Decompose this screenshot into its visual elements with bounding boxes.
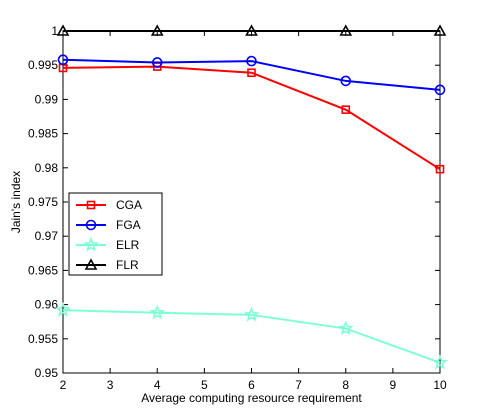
data-point-cga <box>435 164 445 174</box>
x-axis-label: Average computing resource requirement <box>141 391 362 405</box>
legend: CGA FGA ELR FLR <box>68 192 163 276</box>
data-point-fga <box>246 55 257 67</box>
x-tick-label: 10 <box>433 378 447 392</box>
data-point-elr <box>432 354 448 370</box>
data-point-elr <box>337 320 354 336</box>
y-tick-label: 0.975 <box>28 195 58 209</box>
y-tick-label: 0.955 <box>28 332 58 346</box>
data-point-cga <box>247 68 256 78</box>
legend-marker <box>84 258 98 270</box>
series-line-fga <box>62 58 441 91</box>
y-tick-label: 0.96 <box>35 298 59 312</box>
x-tick-label: 7 <box>295 378 302 392</box>
legend-label: FLR <box>116 258 139 272</box>
series-elr <box>55 301 448 370</box>
data-point-flr <box>339 24 353 36</box>
legend-label: CGA <box>116 198 142 212</box>
series-line-cga <box>62 65 441 171</box>
series-fga <box>57 54 446 96</box>
data-point-cga <box>341 105 351 114</box>
x-tick-label: 5 <box>201 378 208 392</box>
y-tick-label: 0.98 <box>35 161 59 175</box>
series-cga <box>58 62 445 174</box>
data-point-fga <box>151 57 163 68</box>
x-tick-label: 4 <box>154 378 161 392</box>
legend-label: FGA <box>116 218 141 232</box>
data-point-fga <box>57 54 69 66</box>
data-point-fga <box>434 84 446 96</box>
y-tick-label: 1 <box>51 24 58 38</box>
legend-item-fga: FGA <box>76 218 141 232</box>
x-tick-label: 9 <box>390 378 397 392</box>
data-point-elr <box>243 306 260 322</box>
series-layer <box>55 24 448 370</box>
data-point-flr <box>56 24 70 36</box>
x-tick-label: 3 <box>107 378 114 392</box>
x-tick-label: 8 <box>342 378 349 392</box>
legend-marker <box>83 236 99 252</box>
legend-label: ELR <box>116 238 140 252</box>
legend-item-cga: CGA <box>76 198 142 212</box>
data-point-flr <box>150 24 164 36</box>
y-tick-label: 0.99 <box>35 92 59 106</box>
x-tick-label: 2 <box>60 378 67 392</box>
x-tick-label: 6 <box>248 378 255 392</box>
legend-marker <box>85 219 97 231</box>
data-point-elr <box>55 301 71 317</box>
data-point-flr <box>245 24 258 36</box>
legend-marker <box>86 200 96 210</box>
data-point-fga <box>340 75 352 87</box>
y-axis-label: Jain's index <box>9 171 23 233</box>
series-flr <box>56 24 447 36</box>
legend-item-flr: FLR <box>76 258 139 272</box>
data-point-elr <box>149 304 166 320</box>
data-point-flr <box>433 24 447 36</box>
y-tick-label: 0.965 <box>28 263 58 277</box>
axes: 2 3 4 5 6 7 8 9 10 0.95 0.955 0.96 0.965 0.97 0.975 0.9… <box>28 24 447 392</box>
y-tick-label: 0.95 <box>35 366 59 380</box>
legend-box <box>68 192 163 276</box>
y-tick-label: 0.985 <box>28 127 58 141</box>
y-tick-label: 0.995 <box>28 58 58 72</box>
y-tick-label: 0.97 <box>35 229 59 243</box>
series-line-elr <box>62 309 441 364</box>
legend-item-elr: ELR <box>76 236 140 252</box>
